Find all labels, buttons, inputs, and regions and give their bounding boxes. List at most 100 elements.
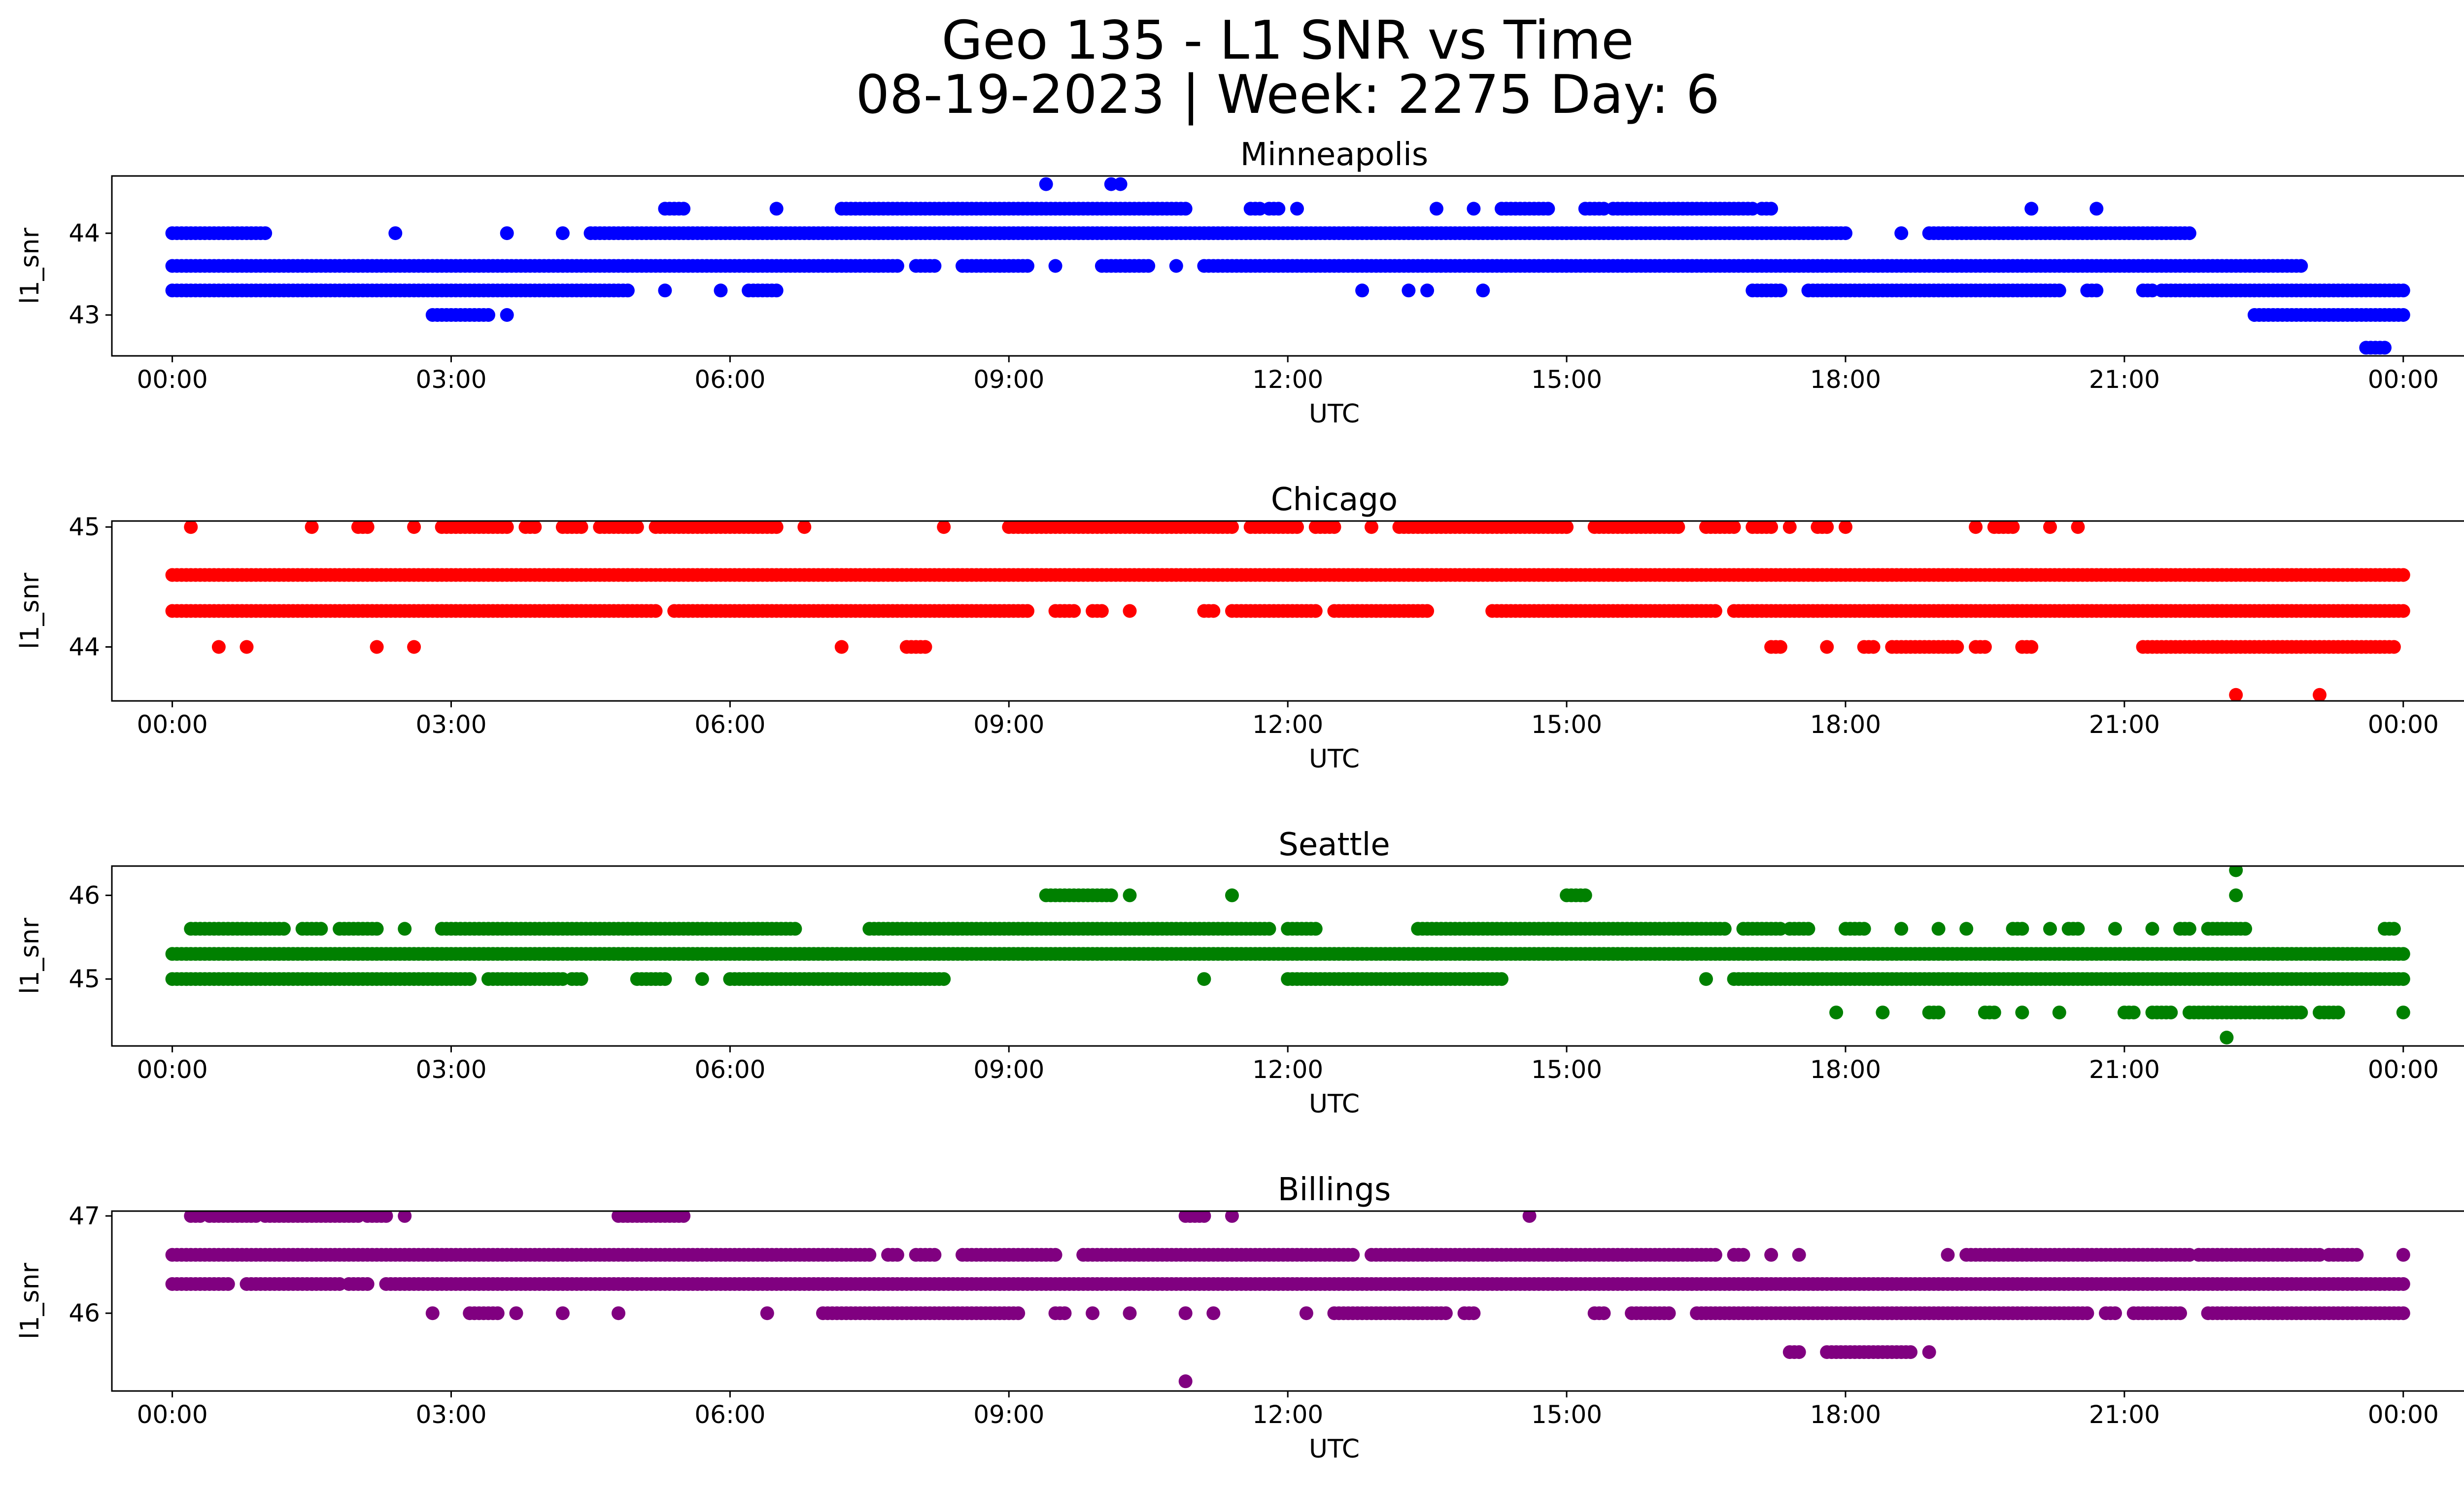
data-point (1476, 283, 1490, 298)
data-point (2396, 308, 2410, 322)
data-point (1541, 202, 1555, 216)
data-point (1764, 521, 1779, 534)
data-point (398, 1211, 412, 1223)
data-points (165, 177, 2410, 355)
data-point (2229, 688, 2243, 701)
y-tick-label: 43 (68, 301, 100, 329)
y-tick-label: 47 (68, 1202, 100, 1230)
data-point (890, 1248, 904, 1262)
data-point (1048, 259, 1062, 273)
data-point (2220, 1031, 2234, 1044)
x-axis-label: UTC (1309, 1434, 1360, 1464)
figure-title-line-2: 08-19-2023 | Week: 2275 Day: 6 (856, 64, 1720, 126)
data-points (165, 866, 2410, 1044)
data-point (2071, 922, 2085, 936)
data-point (1894, 226, 1909, 241)
data-point (1773, 640, 1787, 654)
data-point (1820, 640, 1834, 654)
y-tick-label: 46 (68, 881, 100, 909)
data-point (788, 922, 802, 936)
data-point (2015, 1006, 2029, 1020)
data-point (1829, 1006, 1844, 1020)
panel-title: Minneapolis (1240, 137, 1428, 173)
data-point (2396, 1248, 2410, 1262)
data-point (769, 202, 784, 216)
x-tick-label: 12:00 (1252, 710, 1323, 739)
data-points (165, 521, 2410, 701)
data-point (1467, 1306, 1481, 1321)
data-point (834, 640, 849, 654)
data-point (1708, 604, 1722, 618)
x-tick-label: 00:00 (137, 1055, 208, 1084)
data-point (1736, 1248, 1750, 1262)
data-point (360, 1277, 375, 1291)
x-tick-label: 03:00 (415, 1400, 486, 1429)
data-point (1365, 521, 1378, 534)
x-tick-label: 21:00 (2089, 710, 2160, 739)
data-point (2126, 1006, 2141, 1020)
data-point (490, 1306, 505, 1321)
data-point (1420, 604, 1435, 618)
x-tick-label: 00:00 (137, 365, 208, 394)
data-point (695, 972, 709, 986)
data-point (258, 226, 273, 241)
data-point (2024, 640, 2039, 654)
axes-frame (111, 1210, 2464, 1392)
y-tick-label: 44 (68, 633, 100, 661)
x-tick-label: 09:00 (973, 365, 1044, 394)
data-point (1792, 1248, 1806, 1262)
data-point (1225, 888, 1239, 903)
data-point (2089, 283, 2104, 298)
y-tick-label: 46 (68, 1299, 100, 1327)
data-point (1021, 259, 1034, 273)
x-tick-label: 03:00 (415, 710, 486, 739)
x-tick-label: 00:00 (2368, 1055, 2439, 1084)
data-point (388, 226, 403, 241)
data-point (1839, 521, 1852, 534)
data-point (2080, 1306, 2094, 1321)
data-point (2164, 1006, 2178, 1020)
x-tick-label: 18:00 (1810, 1400, 1881, 1429)
data-point (1011, 1306, 1026, 1321)
data-point (407, 521, 421, 534)
data-point (1941, 1248, 1955, 1262)
data-point (1271, 202, 1286, 216)
data-point (2387, 640, 2401, 654)
data-point (1430, 202, 1443, 216)
data-point (1308, 604, 1323, 618)
data-point (360, 521, 375, 534)
data-point (649, 604, 663, 618)
data-point (1095, 604, 1109, 618)
x-tick-label: 21:00 (2089, 365, 2160, 394)
x-tick-label: 09:00 (973, 1055, 1044, 1084)
data-point (481, 308, 495, 322)
data-point (1699, 972, 1713, 986)
data-point (2294, 259, 2308, 273)
data-point (1058, 1306, 1072, 1321)
data-point (918, 640, 932, 654)
data-point (2052, 1006, 2066, 1020)
data-point (1308, 922, 1323, 936)
data-point (1978, 640, 1992, 654)
data-point (1197, 972, 1211, 986)
data-point (1727, 521, 1741, 534)
data-point (1420, 283, 1435, 298)
data-points (165, 1211, 2410, 1389)
data-point (2006, 521, 2020, 534)
x-axis-label: UTC (1309, 399, 1360, 429)
data-point (769, 283, 784, 298)
data-point (1299, 1306, 1313, 1321)
data-point (2396, 283, 2410, 298)
data-point (1597, 1306, 1611, 1321)
y-tick-label: 44 (68, 219, 100, 247)
data-point (1048, 1248, 1062, 1262)
data-point (314, 922, 328, 936)
data-point (2396, 1006, 2410, 1020)
data-point (2052, 283, 2066, 298)
data-point (769, 521, 784, 534)
figure-title-line-1: Geo 135 - L1 SNR vs Time (941, 10, 1634, 71)
data-point (1857, 922, 1871, 936)
data-point (1987, 1006, 2001, 1020)
data-point (277, 922, 291, 936)
